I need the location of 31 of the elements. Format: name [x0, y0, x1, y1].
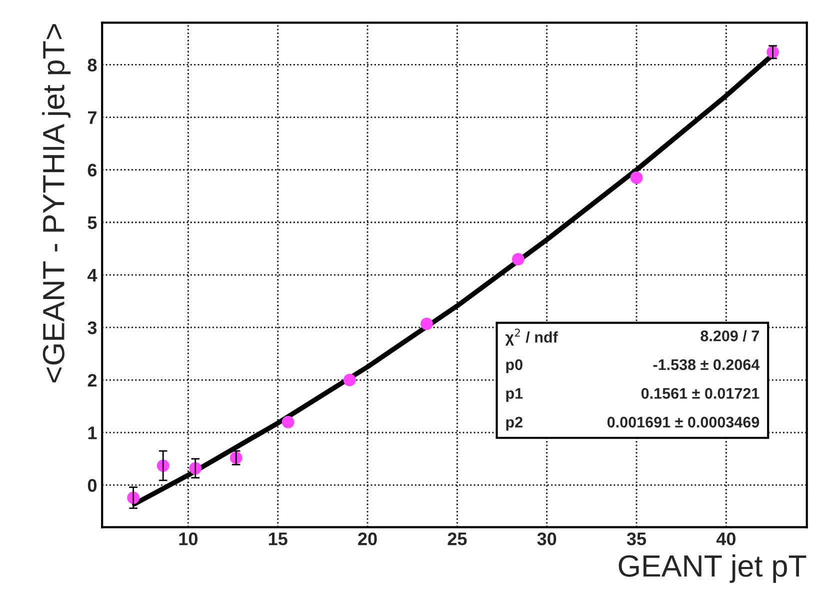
annotation: p1	[506, 388, 523, 402]
point	[512, 252, 524, 266]
annotation: 8.209 / 7	[700, 330, 759, 342]
y-tick-label: 1	[88, 426, 97, 440]
annotation: p0	[506, 359, 522, 374]
annotation: 0.001691 ± 0.0003469	[607, 416, 760, 428]
point	[282, 416, 294, 428]
annotation: p2	[506, 416, 522, 431]
point	[630, 171, 643, 184]
y-tick-label: 4	[87, 269, 98, 282]
point	[343, 374, 356, 386]
y-tick-label: 6	[88, 164, 97, 177]
point	[420, 318, 433, 330]
x-tick-label: 15	[268, 532, 288, 546]
annotation: 0.1561 ± 0.01721	[641, 388, 760, 399]
y-tick-label: 2	[88, 374, 97, 387]
x-tick-label: 20	[358, 532, 377, 546]
x-tick-label: 10	[179, 532, 198, 546]
y-tick-label: 0	[88, 479, 97, 492]
y-tick-label: 3	[88, 321, 97, 334]
x-tick-label: 40	[716, 532, 736, 546]
x-tick-label: 25	[448, 532, 467, 546]
annotation: -1.538 ± 0.2064	[653, 359, 760, 370]
y-tick-label: 5	[88, 216, 97, 230]
annotation: χ$^{2}$ / ndf	[505, 328, 558, 346]
y-tick-label: 7	[88, 111, 96, 124]
x-tick-label: 30	[537, 532, 556, 546]
x-axis-title: GEANT jet pT	[618, 554, 806, 583]
x-tick-label: 35	[626, 532, 646, 546]
y-axis-title: <GEANT - PYTHIA jet pT>	[42, 24, 71, 382]
y-tick-label: 8	[88, 58, 97, 72]
